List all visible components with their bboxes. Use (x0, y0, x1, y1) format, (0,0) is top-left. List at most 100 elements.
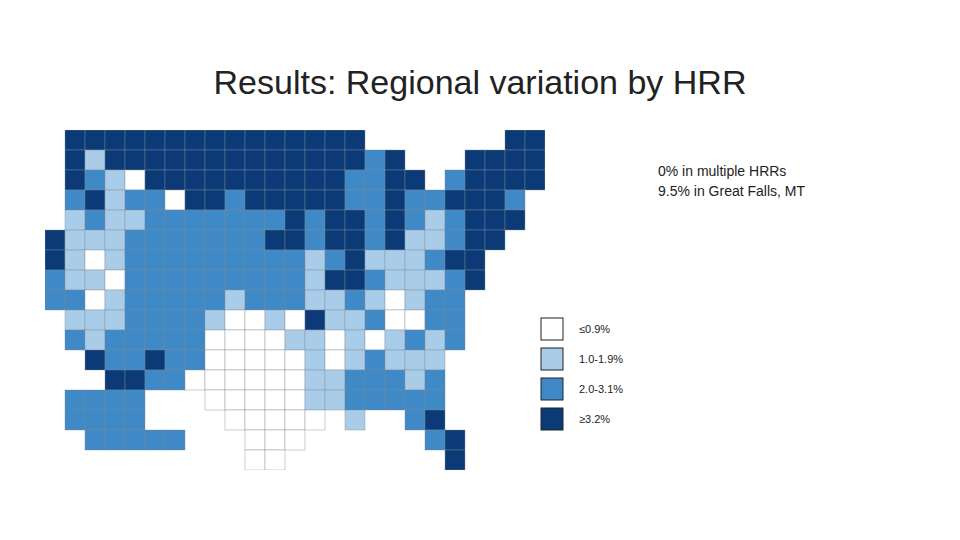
hrr-cell (65, 150, 85, 170)
hrr-cell (145, 150, 165, 170)
hrr-cell (365, 370, 385, 390)
hrr-cell (465, 170, 485, 190)
hrr-cell (285, 310, 305, 330)
legend-swatch (541, 408, 563, 430)
hrr-cell (65, 390, 85, 410)
hrr-cell (365, 270, 385, 290)
hrr-cell (445, 310, 465, 330)
hrr-cell (285, 270, 305, 290)
hrr-cell (405, 410, 425, 430)
hrr-cell (185, 250, 205, 270)
hrr-cell (305, 190, 325, 210)
hrr-cell (265, 310, 285, 330)
hrr-cell (205, 190, 225, 210)
hrr-cell (265, 250, 285, 270)
hrr-cell (225, 250, 245, 270)
hrr-cell (465, 210, 485, 230)
hrr-cell (105, 390, 125, 410)
hrr-cell (225, 310, 245, 330)
hrr-cell (185, 230, 205, 250)
hrr-cell (265, 230, 285, 250)
legend-label: ≥3.2% (579, 413, 610, 425)
hrr-cell (285, 430, 305, 450)
hrr-cell (405, 170, 425, 190)
hrr-cell (65, 250, 85, 270)
hrr-cell (165, 210, 185, 230)
hrr-cell (105, 370, 125, 390)
hrr-cell (145, 190, 165, 210)
hrr-cell (445, 170, 465, 190)
hrr-cell (285, 390, 305, 410)
hrr-cell (365, 310, 385, 330)
hrr-cell (125, 430, 145, 450)
hrr-cell (125, 390, 145, 410)
hrr-cell (205, 390, 225, 410)
hrr-cell (365, 250, 385, 270)
hrr-cell (445, 270, 465, 290)
hrr-cell (385, 230, 405, 250)
hrr-cell (445, 430, 465, 450)
hrr-cell (105, 430, 125, 450)
hrr-cell (285, 170, 305, 190)
hrr-cell (105, 190, 125, 210)
hrr-cell (265, 170, 285, 190)
hrr-cell (125, 310, 145, 330)
hrr-cell (145, 170, 165, 190)
hrr-cell (145, 230, 165, 250)
hrr-cell (85, 170, 105, 190)
hrr-cell (185, 330, 205, 350)
hrr-cell (85, 190, 105, 210)
hrr-cell (245, 230, 265, 250)
hrr-cell (245, 430, 265, 450)
hrr-cell (185, 270, 205, 290)
hrr-cell (325, 390, 345, 410)
legend-swatch (541, 318, 563, 340)
hrr-cell (65, 170, 85, 190)
hrr-cell (525, 130, 545, 150)
hrr-cell (325, 370, 345, 390)
hrr-cell (165, 330, 185, 350)
hrr-cell (345, 190, 365, 210)
hrr-cell (405, 370, 425, 390)
hrr-cell (65, 410, 85, 430)
legend-label: 1.0-1.9% (579, 353, 623, 365)
hrr-cell (405, 350, 425, 370)
hrr-cell (305, 210, 325, 230)
annotation: 0% in multiple HRRs (658, 163, 786, 179)
hrr-cell (345, 290, 365, 310)
hrr-cell (85, 150, 105, 170)
hrr-cell (345, 250, 365, 270)
hrr-cell (265, 270, 285, 290)
hrr-cell (325, 330, 345, 350)
hrr-cell (325, 150, 345, 170)
hrr-cell (225, 350, 245, 370)
hrr-cell (65, 310, 85, 330)
hrr-cell (485, 230, 505, 250)
hrr-cell (425, 410, 445, 430)
hrr-cell (385, 310, 405, 330)
hrr-cell (205, 310, 225, 330)
hrr-cell (65, 330, 85, 350)
hrr-cell (225, 230, 245, 250)
hrr-cell (345, 410, 365, 430)
hrr-cell (225, 270, 245, 290)
hrr-cell (505, 210, 525, 230)
hrr-cell (65, 190, 85, 210)
hrr-cell (265, 370, 285, 390)
hrr-cell (265, 330, 285, 350)
hrr-cell (445, 250, 465, 270)
hrr-cell (245, 390, 265, 410)
hrr-cell (225, 170, 245, 190)
hrr-cell (405, 210, 425, 230)
hrr-cell (325, 270, 345, 290)
hrr-cell (245, 370, 265, 390)
hrr-cell (125, 410, 145, 430)
hrr-cell (485, 190, 505, 210)
hrr-cell (245, 410, 265, 430)
hrr-cell (365, 230, 385, 250)
hrr-cell (425, 210, 445, 230)
hrr-cell (325, 190, 345, 210)
hrr-cell (285, 230, 305, 250)
hrr-cell (425, 190, 445, 210)
hrr-cell (185, 370, 205, 390)
